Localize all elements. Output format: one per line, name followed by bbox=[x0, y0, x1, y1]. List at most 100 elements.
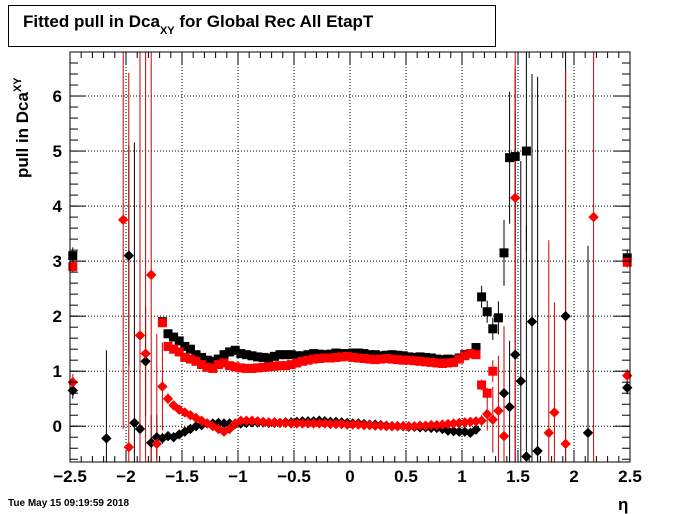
data-point-square bbox=[225, 361, 235, 371]
data-point-diamond bbox=[498, 430, 510, 442]
data-point-square bbox=[169, 344, 179, 354]
data-point-diamond bbox=[134, 423, 146, 435]
data-point-square bbox=[409, 356, 419, 366]
data-point-square bbox=[236, 349, 246, 359]
chart-title-box: Fitted pull in DcaXY for Global Rec All … bbox=[8, 5, 496, 47]
data-point-diamond bbox=[190, 412, 202, 424]
data-point-diamond bbox=[274, 417, 286, 429]
data-point-diamond bbox=[325, 418, 336, 430]
y-tick-label: 3 bbox=[53, 252, 62, 271]
data-point-diamond bbox=[414, 420, 426, 431]
data-point-square bbox=[393, 355, 403, 365]
data-point-square bbox=[421, 357, 431, 367]
data-point-square bbox=[443, 358, 453, 368]
x-tick-label: 1 bbox=[457, 467, 466, 486]
data-point-diamond bbox=[560, 310, 571, 322]
data-point-diamond bbox=[510, 192, 521, 204]
data-point-square bbox=[510, 152, 520, 162]
data-point-diamond bbox=[381, 421, 392, 432]
data-point-square bbox=[208, 356, 218, 366]
chart-title: Fitted pull in DcaXY for Global Rec All … bbox=[23, 12, 374, 37]
data-point-square bbox=[309, 349, 319, 359]
y-tick-label: 2 bbox=[53, 307, 62, 326]
data-point-square bbox=[381, 354, 391, 364]
x-tick-label: 1.5 bbox=[506, 467, 530, 486]
data-point-diamond bbox=[622, 382, 633, 393]
data-point-square bbox=[460, 351, 470, 361]
data-point-square bbox=[264, 353, 274, 363]
data-point-square bbox=[180, 352, 190, 362]
data-point-square bbox=[432, 358, 442, 368]
data-point-diamond bbox=[622, 370, 633, 381]
data-point-diamond bbox=[224, 423, 235, 435]
data-point-square bbox=[376, 354, 386, 364]
data-point-diamond bbox=[101, 433, 112, 444]
data-point-diamond bbox=[493, 405, 504, 417]
data-point-diamond bbox=[392, 421, 403, 432]
data-point-square bbox=[191, 356, 201, 366]
data-point-diamond bbox=[358, 419, 370, 431]
data-point-square bbox=[337, 352, 347, 362]
data-point-diamond bbox=[454, 426, 465, 437]
data-point-square bbox=[236, 363, 246, 373]
x-tick-label: 2 bbox=[569, 467, 578, 486]
data-point-diamond bbox=[342, 419, 353, 430]
y-tick-label: 5 bbox=[53, 142, 62, 161]
data-point-square bbox=[68, 251, 78, 261]
y-tick-label: 6 bbox=[53, 87, 62, 106]
x-tick-label: −2 bbox=[116, 467, 135, 486]
data-point-square bbox=[208, 363, 218, 373]
data-markers bbox=[67, 146, 633, 462]
data-point-diamond bbox=[235, 415, 246, 426]
data-point-square bbox=[365, 354, 375, 364]
data-point-diamond bbox=[549, 407, 560, 418]
data-point-diamond bbox=[314, 418, 325, 429]
y-tick-label: 4 bbox=[53, 197, 63, 216]
data-point-diamond bbox=[140, 348, 151, 359]
data-point-square bbox=[247, 363, 257, 373]
data-point-diamond bbox=[370, 420, 381, 431]
data-point-diamond bbox=[218, 418, 230, 429]
data-point-diamond bbox=[487, 414, 498, 425]
timestamp: Tue May 15 09:19:59 2018 bbox=[8, 498, 130, 509]
data-point-diamond bbox=[504, 401, 515, 413]
data-point-diamond bbox=[510, 349, 521, 360]
x-tick-label: −1.5 bbox=[165, 467, 199, 486]
data-point-square bbox=[404, 355, 414, 365]
data-point-diamond bbox=[498, 388, 510, 399]
data-point-square bbox=[387, 354, 397, 364]
data-point-square bbox=[241, 350, 251, 360]
data-point-square bbox=[292, 358, 302, 368]
data-point-square bbox=[297, 351, 307, 361]
data-point-square bbox=[275, 350, 285, 360]
data-point-square bbox=[488, 366, 498, 376]
data-point-diamond bbox=[123, 441, 134, 453]
data-point-square bbox=[213, 360, 223, 370]
data-point-square bbox=[264, 362, 274, 372]
data-point-diamond bbox=[526, 316, 538, 327]
data-point-diamond bbox=[308, 418, 319, 429]
data-point-square bbox=[253, 363, 263, 373]
data-point-square bbox=[219, 358, 229, 368]
data-point-diamond bbox=[560, 438, 571, 450]
data-point-square bbox=[477, 380, 487, 390]
data-point-diamond bbox=[162, 393, 174, 404]
data-point-square bbox=[370, 355, 380, 365]
axis-ticks bbox=[69, 52, 631, 462]
data-point-square bbox=[230, 362, 240, 372]
grid-lines bbox=[70, 52, 630, 462]
data-point-square bbox=[488, 324, 498, 334]
data-point-square bbox=[292, 351, 302, 361]
data-point-diamond bbox=[151, 438, 162, 450]
data-point-square bbox=[370, 350, 380, 360]
data-point-square bbox=[286, 350, 296, 360]
data-point-diamond bbox=[588, 211, 599, 223]
data-point-square bbox=[157, 318, 167, 328]
data-point-square bbox=[197, 352, 207, 362]
data-point-diamond bbox=[347, 419, 358, 430]
data-point-diamond bbox=[403, 421, 414, 432]
x-tick-label: −1 bbox=[228, 467, 247, 486]
x-tick-label: −0.5 bbox=[277, 467, 311, 486]
data-point-diamond bbox=[146, 269, 157, 281]
data-point-square bbox=[359, 354, 369, 364]
